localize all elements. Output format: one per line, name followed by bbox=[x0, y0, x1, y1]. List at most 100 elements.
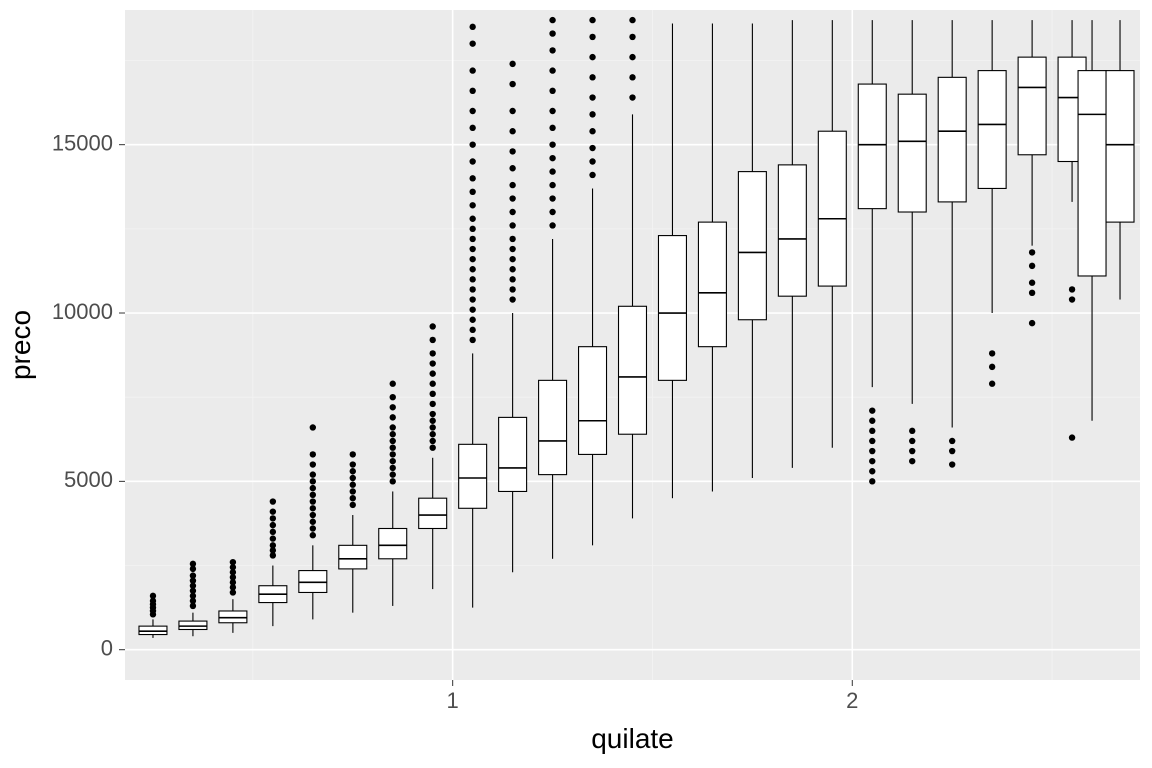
outlier-point bbox=[549, 182, 555, 188]
outlier-point bbox=[869, 428, 875, 434]
outlier-point bbox=[509, 108, 515, 114]
outlier-point bbox=[869, 458, 875, 464]
box bbox=[778, 165, 806, 296]
outlier-point bbox=[390, 451, 396, 457]
outlier-point bbox=[509, 165, 515, 171]
outlier-point bbox=[150, 593, 156, 599]
outlier-point bbox=[429, 418, 435, 424]
outlier-point bbox=[869, 407, 875, 413]
outlier-point bbox=[909, 448, 915, 454]
outlier-point bbox=[949, 448, 955, 454]
x-tick-label: 2 bbox=[846, 688, 858, 713]
outlier-point bbox=[509, 182, 515, 188]
outlier-point bbox=[310, 525, 316, 531]
outlier-point bbox=[869, 448, 875, 454]
outlier-point bbox=[589, 145, 595, 151]
outlier-point bbox=[509, 266, 515, 272]
outlier-point bbox=[549, 195, 555, 201]
outlier-point bbox=[869, 418, 875, 424]
outlier-point bbox=[270, 498, 276, 504]
outlier-point bbox=[310, 505, 316, 511]
outlier-point bbox=[270, 529, 276, 535]
outlier-point bbox=[429, 431, 435, 437]
outlier-point bbox=[469, 286, 475, 292]
outlier-point bbox=[429, 438, 435, 444]
box bbox=[898, 94, 926, 212]
outlier-point bbox=[1069, 434, 1075, 440]
outlier-point bbox=[549, 88, 555, 94]
outlier-point bbox=[469, 276, 475, 282]
outlier-point bbox=[310, 532, 316, 538]
outlier-point bbox=[509, 195, 515, 201]
outlier-point bbox=[310, 424, 316, 430]
outlier-point bbox=[549, 155, 555, 161]
box bbox=[818, 131, 846, 286]
outlier-point bbox=[270, 542, 276, 548]
outlier-point bbox=[589, 111, 595, 117]
outlier-point bbox=[350, 468, 356, 474]
outlier-point bbox=[310, 478, 316, 484]
outlier-point bbox=[390, 414, 396, 420]
outlier-point bbox=[390, 438, 396, 444]
outlier-point bbox=[549, 67, 555, 73]
box bbox=[698, 222, 726, 347]
outlier-point bbox=[469, 88, 475, 94]
outlier-point bbox=[190, 572, 196, 578]
outlier-point bbox=[549, 141, 555, 147]
box bbox=[1106, 71, 1134, 223]
chart-svg: 05000100001500012precoquilate bbox=[0, 0, 1152, 768]
outlier-point bbox=[589, 94, 595, 100]
outlier-point bbox=[589, 17, 595, 23]
outlier-point bbox=[310, 485, 316, 491]
outlier-point bbox=[270, 522, 276, 528]
box bbox=[658, 236, 686, 381]
outlier-point bbox=[350, 461, 356, 467]
outlier-point bbox=[589, 172, 595, 178]
outlier-point bbox=[549, 209, 555, 215]
outlier-point bbox=[190, 561, 196, 567]
outlier-point bbox=[949, 461, 955, 467]
box bbox=[419, 498, 447, 528]
outlier-point bbox=[989, 350, 995, 356]
outlier-point bbox=[469, 236, 475, 242]
outlier-point bbox=[469, 296, 475, 302]
outlier-point bbox=[509, 286, 515, 292]
outlier-point bbox=[1029, 249, 1035, 255]
outlier-point bbox=[429, 360, 435, 366]
outlier-point bbox=[429, 350, 435, 356]
outlier-point bbox=[909, 438, 915, 444]
box bbox=[1018, 57, 1046, 155]
outlier-point bbox=[429, 401, 435, 407]
outlier-point bbox=[629, 74, 635, 80]
boxplot-chart: 05000100001500012precoquilate bbox=[0, 0, 1152, 768]
outlier-point bbox=[469, 141, 475, 147]
outlier-point bbox=[469, 337, 475, 343]
outlier-point bbox=[469, 158, 475, 164]
outlier-point bbox=[270, 515, 276, 521]
outlier-point bbox=[509, 148, 515, 154]
box bbox=[938, 77, 966, 202]
outlier-point bbox=[589, 34, 595, 40]
outlier-point bbox=[549, 222, 555, 228]
outlier-point bbox=[350, 495, 356, 501]
outlier-point bbox=[429, 370, 435, 376]
outlier-point bbox=[390, 465, 396, 471]
outlier-point bbox=[509, 128, 515, 134]
box bbox=[179, 621, 207, 629]
outlier-point bbox=[350, 451, 356, 457]
outlier-point bbox=[469, 175, 475, 181]
box bbox=[858, 84, 886, 209]
outlier-point bbox=[469, 226, 475, 232]
outlier-point bbox=[429, 381, 435, 387]
outlier-point bbox=[509, 61, 515, 67]
outlier-point bbox=[469, 246, 475, 252]
outlier-point bbox=[509, 276, 515, 282]
outlier-point bbox=[469, 125, 475, 131]
outlier-point bbox=[509, 81, 515, 87]
outlier-point bbox=[469, 40, 475, 46]
outlier-point bbox=[350, 475, 356, 481]
outlier-point bbox=[310, 498, 316, 504]
outlier-point bbox=[509, 236, 515, 242]
outlier-point bbox=[1069, 296, 1075, 302]
box bbox=[299, 571, 327, 593]
